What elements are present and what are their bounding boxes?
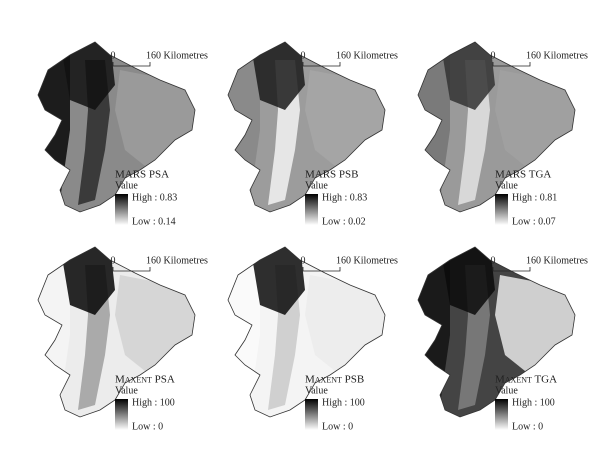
legend-high: High : 100 xyxy=(132,397,175,408)
scale-zero: 0 xyxy=(111,255,116,266)
legend-low: Low : 0 xyxy=(322,421,353,432)
raster-west xyxy=(228,255,260,405)
scale-zero: 0 xyxy=(301,255,306,266)
map-raster xyxy=(38,42,195,212)
legend-ramp xyxy=(495,399,508,430)
legend-low: Low : 0 xyxy=(512,421,543,432)
legend-low: Low : 0.14 xyxy=(132,216,176,227)
legend-value: Value xyxy=(495,180,518,191)
scale-bar xyxy=(492,267,531,272)
legend-high: High : 0.83 xyxy=(132,192,177,203)
legend-title: Maxent PSB xyxy=(305,374,364,386)
scale-distance: 160 Kilometres xyxy=(526,50,588,61)
raster-north xyxy=(440,42,495,110)
legend-low: Low : 0 xyxy=(132,421,163,432)
scale-distance: 160 Kilometres xyxy=(526,255,588,266)
scale-zero: 0 xyxy=(491,50,496,61)
legend-value: Value xyxy=(115,385,138,396)
legend-high: High : 0.83 xyxy=(322,192,367,203)
legend-title: MARS TGA xyxy=(495,169,551,181)
legend-value: Value xyxy=(305,180,328,191)
map-raster xyxy=(228,247,385,417)
scale-bar xyxy=(492,62,531,67)
legend-value: Value xyxy=(305,385,328,396)
scale-distance: 160 Kilometres xyxy=(336,50,398,61)
scale-bar xyxy=(302,62,341,67)
legend-low: Low : 0.07 xyxy=(512,216,556,227)
raster-west xyxy=(228,50,260,200)
scale-bar xyxy=(302,267,341,272)
raster-west xyxy=(38,255,70,405)
legend-title: Maxent TGA xyxy=(495,374,557,386)
raster-north xyxy=(60,42,115,110)
raster-north xyxy=(250,247,305,315)
legend-title: Maxent PSA xyxy=(115,374,175,386)
legend-value: Value xyxy=(495,385,518,396)
legend-ramp xyxy=(305,399,318,430)
legend-ramp xyxy=(305,194,318,225)
raster-west xyxy=(418,50,450,200)
raster-west xyxy=(418,255,450,405)
legend-ramp xyxy=(115,194,128,225)
legend-low: Low : 0.02 xyxy=(322,216,366,227)
scale-distance: 160 Kilometres xyxy=(146,255,208,266)
legend-high: High : 0.81 xyxy=(512,192,557,203)
legend-value: Value xyxy=(115,180,138,191)
legend-title: MARS PSA xyxy=(115,169,169,181)
scale-bar xyxy=(112,267,151,272)
scale-zero: 0 xyxy=(111,50,116,61)
map-raster xyxy=(228,42,385,212)
legend-high: High : 100 xyxy=(322,397,365,408)
map-raster xyxy=(38,247,195,417)
map-raster xyxy=(418,247,575,417)
scale-bar xyxy=(112,62,151,67)
map-raster xyxy=(418,42,575,212)
legend-ramp xyxy=(115,399,128,430)
raster-north xyxy=(440,247,495,315)
raster-west xyxy=(38,50,70,200)
scale-distance: 160 Kilometres xyxy=(336,255,398,266)
legend-high: High : 100 xyxy=(512,397,555,408)
scale-zero: 0 xyxy=(491,255,496,266)
scale-distance: 160 Kilometres xyxy=(146,50,208,61)
legend-ramp xyxy=(495,194,508,225)
scale-zero: 0 xyxy=(301,50,306,61)
raster-north xyxy=(60,247,115,315)
legend-title: MARS PSB xyxy=(305,169,359,181)
raster-north xyxy=(250,42,305,110)
